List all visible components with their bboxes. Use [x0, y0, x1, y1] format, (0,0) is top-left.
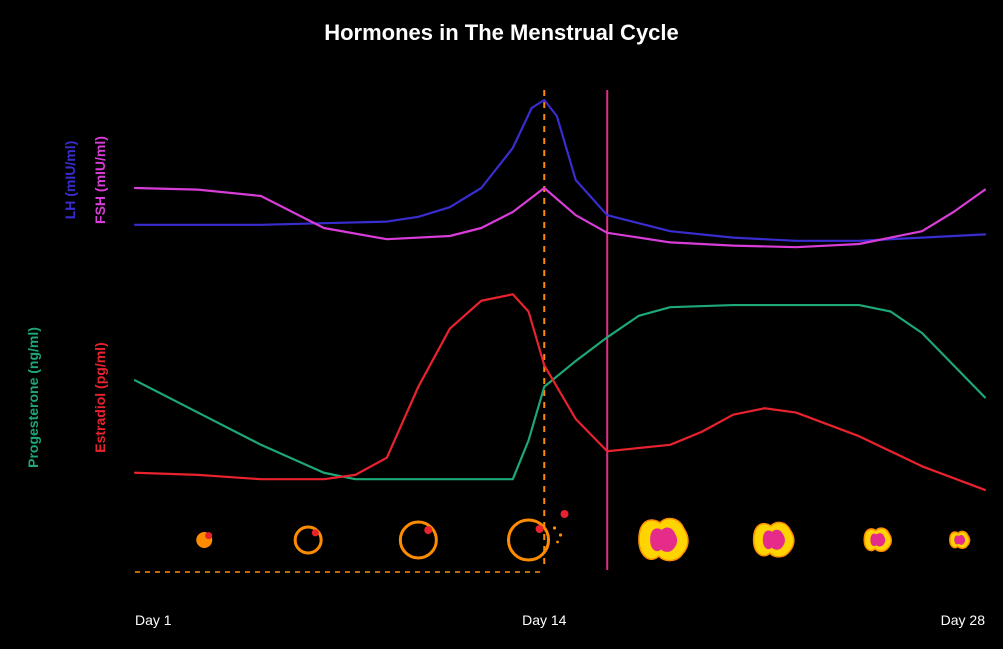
estradiol-axis-label: Estradiol (pg/ml)	[92, 342, 108, 452]
follicle-icon	[196, 532, 212, 548]
day-label: Day 1	[135, 612, 172, 628]
follicle-icon	[509, 510, 569, 560]
corpus-luteum-icon	[754, 522, 794, 557]
progesterone-axis-label: Progesterone (ng/ml)	[25, 327, 41, 468]
lh-axis-label: LH (mIU/ml)	[62, 141, 78, 220]
chart-title: Hormones in The Menstrual Cycle	[324, 20, 679, 45]
day-label: Day 14	[522, 612, 567, 628]
corpus-luteum-icon	[864, 528, 891, 551]
follicle-icon	[295, 527, 321, 553]
fsh-axis-label: FSH (mIU/ml)	[92, 136, 108, 224]
day-label: Day 28	[941, 612, 986, 628]
corpus-luteum-icon	[639, 518, 688, 560]
estradiol-series	[135, 294, 985, 490]
released-oocyte-icon	[561, 510, 569, 518]
fsh-series	[135, 188, 985, 247]
follicle-icon	[400, 522, 436, 558]
lh-series	[135, 100, 985, 241]
corpus-luteum-icon	[950, 531, 970, 548]
menstrual-cycle-diagram: Hormones in The Menstrual Cycle LH (mIU/m…	[0, 0, 1003, 649]
